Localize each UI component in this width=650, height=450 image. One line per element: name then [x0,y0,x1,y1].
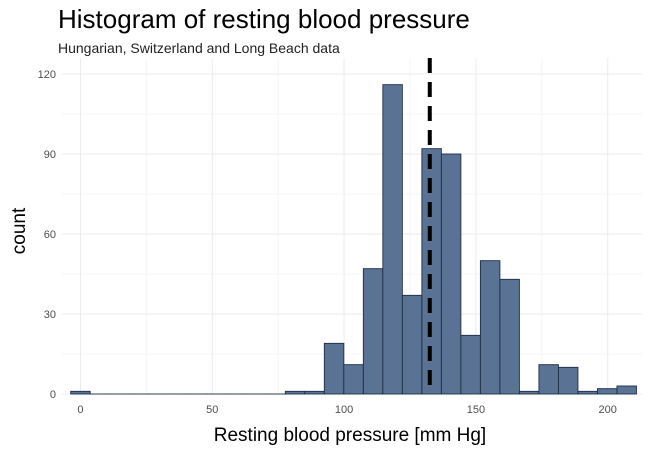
histogram-bar [460,334,481,395]
histogram-bar [304,390,325,395]
x-tick-label: 0 [77,404,83,416]
histogram-bar [382,84,403,395]
x-tick-label: 150 [467,404,485,416]
histogram-bar [362,268,384,395]
histogram-bar [70,390,91,395]
histogram-bar [284,390,306,395]
histogram-bar [557,366,579,395]
x-tick-label: 200 [599,404,617,416]
x-tick-label: 50 [206,404,218,416]
histogram-bar [499,278,520,395]
histogram-bar [440,153,462,395]
chart-subtitle: Hungarian, Switzerland and Long Beach da… [58,40,340,56]
y-tick-label: 30 [44,309,56,321]
grid-layer [62,58,642,395]
bars-layer [70,84,637,395]
x-axis-title: Resting blood pressure [mm Hg] [214,425,486,446]
histogram-bar [401,294,423,395]
histogram-bar [479,260,501,395]
x-tick-label: 100 [335,404,353,416]
histogram-bar [323,342,345,395]
histogram-bar [596,388,618,395]
y-tick-label: 0 [50,389,56,401]
y-axis-title: count [9,207,30,254]
histogram-bar [616,385,637,395]
tick-labels-layer: 0 50 100 150 200 0 30 60 90 120 [38,69,617,416]
histogram-bar [538,364,559,395]
y-tick-label: 60 [44,229,56,241]
histogram-bar [518,390,540,395]
y-tick-label: 90 [44,149,56,161]
histogram-bar [343,364,364,395]
y-tick-label: 120 [38,69,56,81]
histogram-bar [577,390,598,395]
chart-title: Histogram of resting blood pressure [58,4,470,34]
